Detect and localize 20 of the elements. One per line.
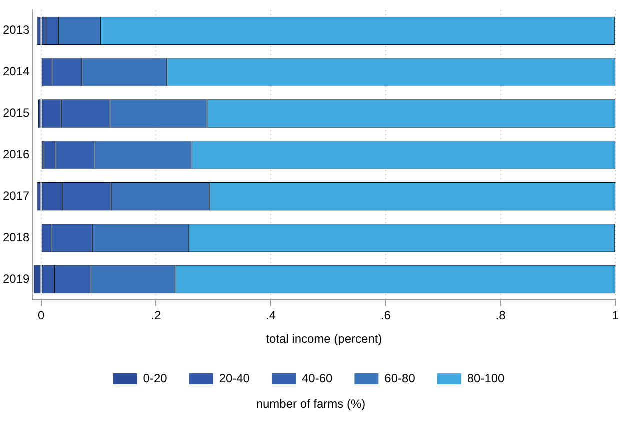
y-tick-label: 2016 xyxy=(2,148,30,162)
x-tick-label: .6 xyxy=(380,308,392,323)
x-tick-label: 1 xyxy=(612,308,620,323)
y-tick-label: 2013 xyxy=(2,23,30,38)
legend-label: 20-40 xyxy=(219,371,250,386)
x-tick-label: .4 xyxy=(266,308,276,323)
x-axis-title: total income (percent) xyxy=(266,332,382,346)
y-tick-label: 2017 xyxy=(2,188,30,203)
legend-label: 0-20 xyxy=(143,371,168,386)
legend-label: 60-80 xyxy=(384,371,416,386)
legend-label: 40-60 xyxy=(302,371,333,386)
x-tick-label: .8 xyxy=(496,308,506,323)
y-tick-label: 2019 xyxy=(2,272,30,286)
y-tick-label: 2018 xyxy=(2,230,30,244)
y-tick-label: 2015 xyxy=(2,106,30,120)
legend-label: 80-100 xyxy=(467,371,506,386)
x-tick-label: 0 xyxy=(38,308,45,323)
x-tick-label: .2 xyxy=(151,308,162,323)
y-tick-label: 2014 xyxy=(2,64,30,79)
legend-title: number of farms (%) xyxy=(256,397,366,411)
